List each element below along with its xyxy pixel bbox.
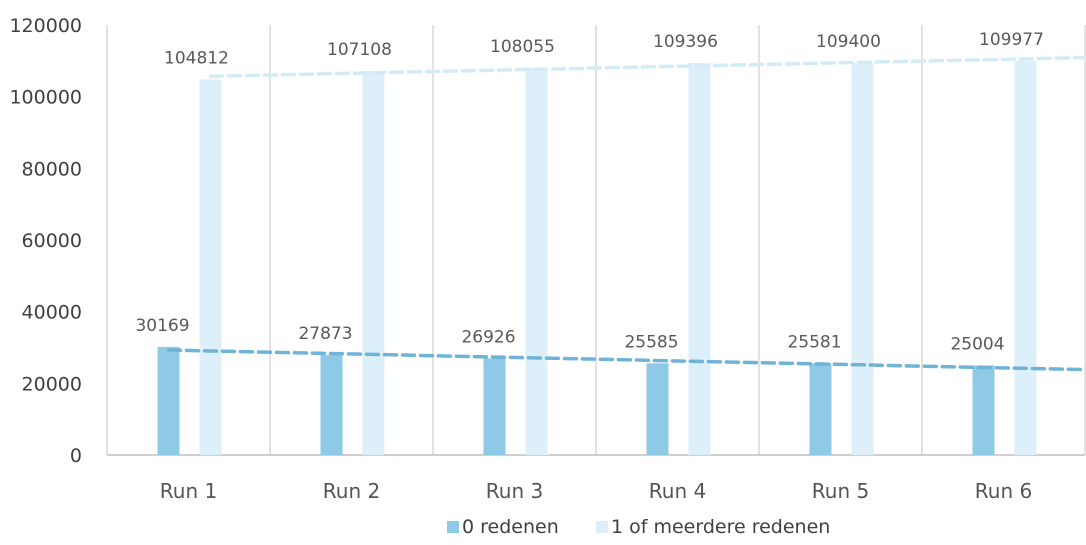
- data-label-0-redenen-run-5: 25581: [787, 332, 841, 352]
- y-tick-label: 60000: [22, 230, 82, 252]
- x-tick-label-run-6: Run 6: [975, 479, 1032, 503]
- data-label-1-of-meerdere-redenen-run-1: 104812: [164, 48, 229, 68]
- y-tick-label: 80000: [22, 158, 82, 180]
- bar-1-of-meerdere-redenen-run-2: [362, 71, 385, 455]
- data-label-0-redenen-run-2: 27873: [298, 324, 352, 344]
- legend-label-1-of-meerdere-redenen: 1 of meerdere redenen: [611, 516, 830, 538]
- y-tick-label: 0: [70, 445, 82, 467]
- data-label-1-of-meerdere-redenen-run-6: 109977: [979, 30, 1044, 50]
- bar-0-redenen-run-1: [157, 346, 180, 455]
- trendline-1-of-meerdere-redenen: [208, 55, 1086, 79]
- bar-0-redenen-run-6: [972, 365, 995, 455]
- data-label-0-redenen-run-6: 25004: [950, 334, 1004, 354]
- legend-swatch-0-redenen: [447, 521, 459, 533]
- x-tick-label-run-1: Run 1: [160, 479, 217, 503]
- x-tick-label-run-3: Run 3: [486, 479, 543, 503]
- bar-0-redenen-run-2: [320, 355, 343, 455]
- y-axis: 0 20000 40000 60000 80000 100000 120000: [9, 15, 82, 467]
- bar-0-redenen-run-3: [483, 358, 506, 455]
- data-label-1-of-meerdere-redenen-run-2: 107108: [327, 40, 392, 60]
- data-label-1-of-meerdere-redenen-run-4: 109396: [653, 32, 718, 52]
- y-tick-label: 40000: [22, 302, 82, 324]
- y-tick-label: 20000: [22, 373, 82, 395]
- bar-0-redenen-run-4: [646, 363, 669, 455]
- bars: [157, 60, 1037, 456]
- y-tick-label: 120000: [9, 15, 82, 37]
- y-tick-label: 100000: [9, 87, 82, 109]
- grid-lines: [106, 25, 1086, 456]
- x-tick-label-run-4: Run 4: [649, 479, 706, 503]
- legend: 0 redenen 1 of meerdere redenen: [447, 516, 830, 538]
- data-label-1-of-meerdere-redenen-run-3: 108055: [490, 37, 555, 57]
- bar-1-of-meerdere-redenen-run-1: [199, 79, 222, 455]
- x-axis: Run 1 Run 2 Run 3 Run 4 Run 5 Run 6: [160, 479, 1032, 503]
- bar-1-of-meerdere-redenen-run-6: [1014, 60, 1037, 456]
- trendlines: [166, 55, 1086, 372]
- legend-label-0-redenen: 0 redenen: [462, 516, 559, 538]
- data-labels: 30169 104812 27873 107108 26926 108055 25585 10…: [135, 30, 1044, 354]
- data-label-0-redenen-run-1: 30169: [135, 316, 189, 336]
- data-label-0-redenen-run-3: 26926: [461, 328, 515, 348]
- x-tick-label-run-2: Run 2: [323, 479, 380, 503]
- x-tick-label-run-5: Run 5: [812, 479, 869, 503]
- bar-1-of-meerdere-redenen-run-3: [525, 67, 548, 455]
- data-label-0-redenen-run-4: 25585: [624, 332, 678, 352]
- legend-swatch-1-of-meerdere-redenen: [596, 521, 608, 533]
- bar-1-of-meerdere-redenen-run-5: [851, 62, 874, 455]
- data-label-1-of-meerdere-redenen-run-5: 109400: [816, 32, 881, 52]
- bar-0-redenen-run-5: [809, 363, 832, 455]
- trendline-0-redenen: [166, 348, 1086, 372]
- bar-1-of-meerdere-redenen-run-4: [688, 62, 711, 455]
